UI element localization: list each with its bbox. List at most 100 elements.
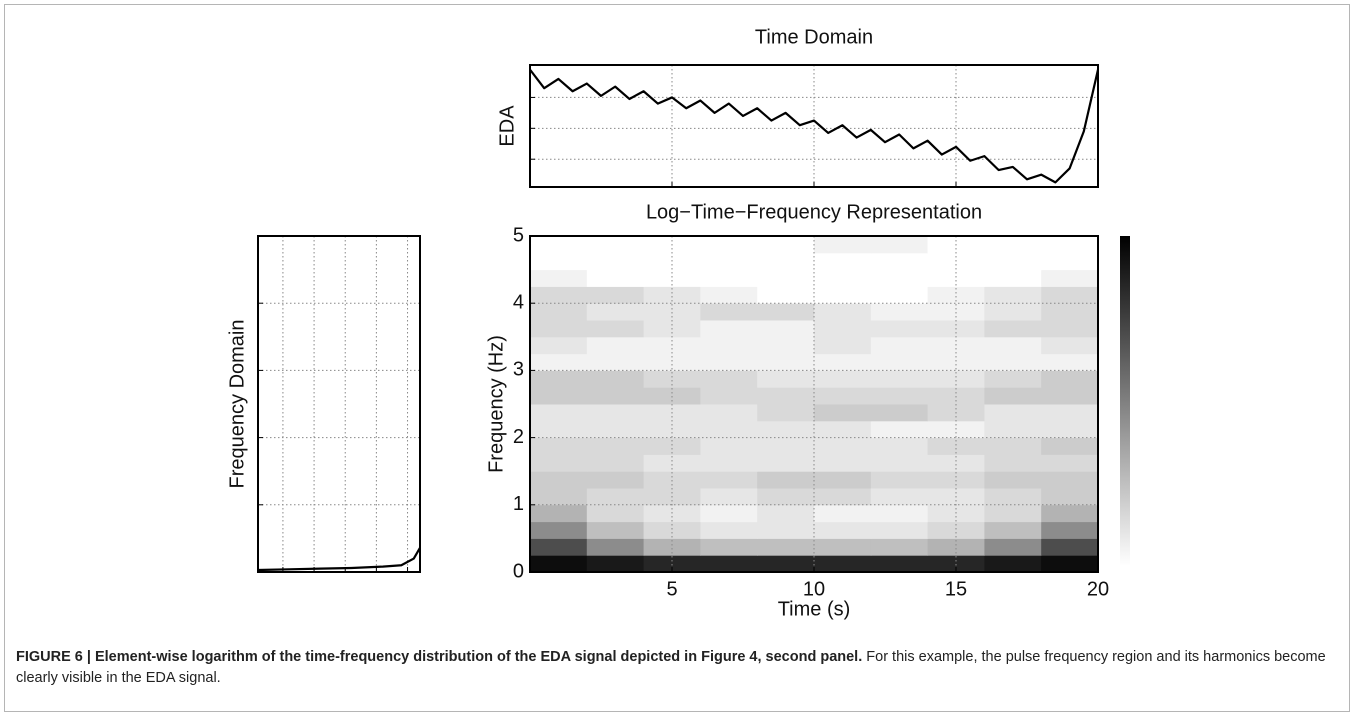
heat-cell [870, 555, 929, 573]
heat-cell [870, 320, 929, 338]
heat-cell [984, 471, 1042, 489]
heat-cell [643, 471, 701, 489]
heat-cell [814, 521, 872, 539]
y-tick-label: 0 [513, 560, 524, 582]
heat-cell [927, 370, 985, 388]
heat-cell [870, 269, 929, 287]
heat-cell [757, 555, 815, 573]
heat-cell [586, 538, 645, 556]
heat-cell [814, 504, 872, 523]
heat-cell [643, 437, 701, 455]
heat-cell [586, 437, 645, 455]
y-tick-label: 5 [513, 224, 524, 246]
heat-cell [927, 538, 985, 556]
heat-cell [700, 538, 758, 556]
heat-cell [870, 404, 929, 422]
heat-cell [984, 320, 1042, 338]
heat-cell [586, 387, 645, 405]
heat-cell [586, 269, 645, 287]
heat-cell [984, 420, 1042, 439]
heat-cell [530, 387, 588, 405]
panel-title: Time Domain [755, 26, 873, 48]
heat-cell [814, 488, 872, 506]
heat-cell [757, 488, 815, 506]
y-tick-label: 4 [513, 291, 524, 313]
heat-cell [757, 336, 815, 355]
heat-cell [586, 521, 645, 539]
heat-cell [586, 488, 645, 506]
heat-cell [1041, 236, 1099, 254]
heat-cell [1041, 269, 1099, 287]
heat-cell [984, 504, 1042, 523]
heat-cell [927, 555, 985, 573]
heat-cell [757, 538, 815, 556]
heat-cell [586, 370, 645, 388]
heat-cell [530, 521, 588, 539]
heat-cell [586, 320, 645, 338]
heat-cell [757, 454, 815, 472]
heat-cell [984, 252, 1042, 271]
heat-cell [757, 269, 815, 287]
heat-cell [530, 252, 588, 271]
heat-cell [586, 336, 645, 355]
data-line [529, 68, 1100, 184]
y-axis-label: EDA [496, 105, 518, 147]
heat-cell [1041, 387, 1099, 405]
heat-cell [757, 521, 815, 539]
heat-cell [700, 236, 758, 254]
heat-cell [700, 269, 758, 287]
heat-cell [757, 236, 815, 254]
heat-cell [700, 387, 758, 405]
axes-box [529, 64, 1099, 188]
heat-cell [757, 353, 815, 371]
heat-cell [984, 555, 1042, 573]
heat-cell [870, 521, 929, 539]
heat-cell [1041, 320, 1099, 338]
heat-cell [814, 387, 872, 405]
heat-cell [530, 236, 588, 254]
heat-cell [1041, 252, 1099, 271]
heat-cell [757, 320, 815, 338]
heat-cell [586, 504, 645, 523]
heat-cell [643, 303, 701, 321]
heat-cell [700, 404, 758, 422]
heat-cell [700, 521, 758, 539]
heat-cell [757, 252, 815, 271]
heat-cell [757, 404, 815, 422]
heat-cell [927, 269, 985, 287]
heat-cell [530, 538, 588, 556]
y-axis-label: Frequency (Hz) [485, 335, 507, 473]
heat-cell [1041, 504, 1099, 523]
heat-cell [700, 454, 758, 472]
heat-cell [700, 370, 758, 388]
heat-cell [870, 471, 929, 489]
heat-cell [984, 404, 1042, 422]
heat-cell [870, 454, 929, 472]
heat-cell [586, 555, 645, 573]
caption: FIGURE 6 | Element-wise logarithm of the… [16, 647, 1341, 689]
heat-cell [757, 471, 815, 489]
heat-cell [530, 404, 588, 422]
heat-cell [700, 437, 758, 455]
heat-cell [1041, 521, 1099, 539]
figure: Time Domain EDA Frequency Domain 5 10 15 20 0 1 2… [226, 26, 1130, 620]
heat-cell [1041, 437, 1099, 455]
heat-cell [814, 303, 872, 321]
heat-cell [1041, 555, 1099, 573]
figure-frame [4, 4, 1350, 712]
heat-cell [643, 538, 701, 556]
caption-bold: FIGURE 6 | Element-wise logarithm of the… [16, 649, 863, 665]
heat-cell [984, 488, 1042, 506]
heat-cell [1041, 454, 1099, 472]
heat-cell [870, 252, 929, 271]
heat-cell [700, 504, 758, 523]
heat-cell [927, 387, 985, 405]
heat-cell [530, 320, 588, 338]
heat-cell [870, 538, 929, 556]
heat-cell [757, 437, 815, 455]
heat-cell [530, 555, 588, 573]
heat-cell [643, 353, 701, 371]
heat-cell [586, 471, 645, 489]
heat-cell [984, 538, 1042, 556]
